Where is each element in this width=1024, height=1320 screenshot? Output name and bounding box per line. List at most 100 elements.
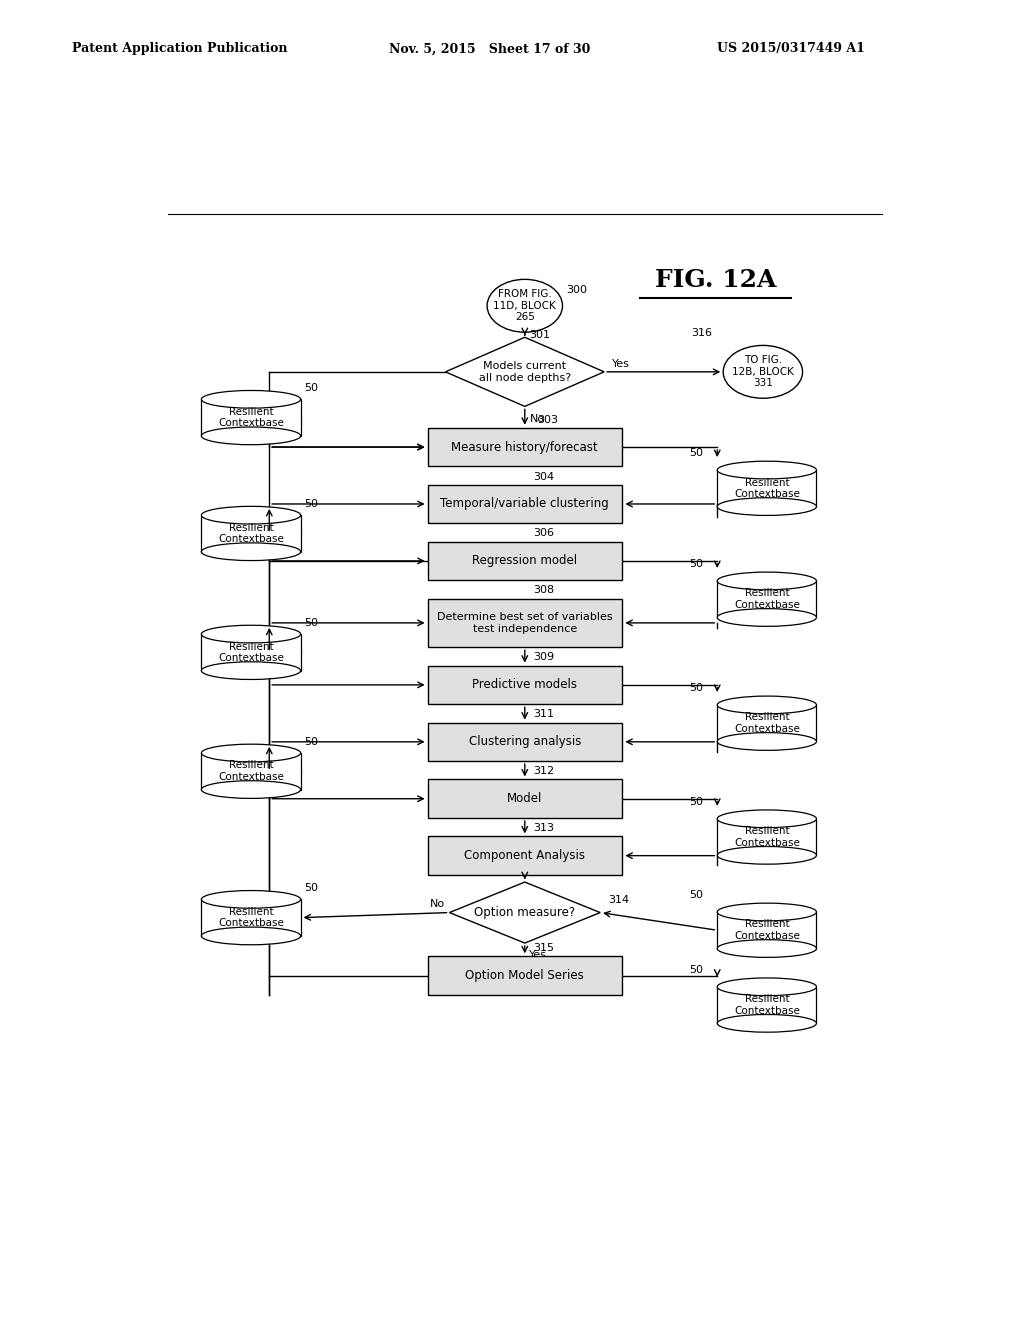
Text: Regression model: Regression model: [472, 554, 578, 568]
FancyBboxPatch shape: [428, 665, 622, 704]
FancyBboxPatch shape: [717, 581, 816, 618]
FancyBboxPatch shape: [428, 598, 622, 647]
Ellipse shape: [723, 346, 803, 399]
Text: Resilient
Contextbase: Resilient Contextbase: [734, 713, 800, 734]
Text: 50: 50: [304, 383, 318, 393]
Text: FROM FIG.
11D, BLOCK
265: FROM FIG. 11D, BLOCK 265: [494, 289, 556, 322]
Text: 314: 314: [608, 895, 630, 906]
Text: 308: 308: [532, 585, 554, 595]
Text: Resilient
Contextbase: Resilient Contextbase: [218, 407, 284, 429]
Ellipse shape: [717, 846, 816, 865]
Text: Resilient
Contextbase: Resilient Contextbase: [734, 920, 800, 941]
FancyBboxPatch shape: [428, 428, 622, 466]
Text: Resilient
Contextbase: Resilient Contextbase: [218, 523, 284, 544]
Text: Resilient
Contextbase: Resilient Contextbase: [218, 760, 284, 781]
Ellipse shape: [202, 891, 301, 908]
Text: FIG. 12A: FIG. 12A: [654, 268, 776, 292]
Text: No: No: [430, 899, 445, 909]
FancyBboxPatch shape: [202, 752, 301, 789]
FancyBboxPatch shape: [717, 470, 816, 507]
Ellipse shape: [717, 498, 816, 515]
Text: TO FIG.
12B, BLOCK
331: TO FIG. 12B, BLOCK 331: [732, 355, 794, 388]
Ellipse shape: [717, 810, 816, 828]
Text: 309: 309: [532, 652, 554, 663]
FancyBboxPatch shape: [428, 484, 622, 523]
Text: Option measure?: Option measure?: [474, 906, 575, 919]
FancyBboxPatch shape: [717, 912, 816, 949]
Text: 301: 301: [528, 330, 550, 339]
Text: 50: 50: [304, 618, 318, 628]
Text: 50: 50: [689, 558, 703, 569]
FancyBboxPatch shape: [428, 956, 622, 995]
FancyBboxPatch shape: [717, 818, 816, 855]
Polygon shape: [450, 882, 600, 942]
Ellipse shape: [202, 661, 301, 680]
Text: Measure history/forecast: Measure history/forecast: [452, 441, 598, 454]
Text: Yes: Yes: [528, 950, 547, 960]
FancyBboxPatch shape: [428, 722, 622, 762]
Ellipse shape: [717, 1015, 816, 1032]
FancyBboxPatch shape: [717, 987, 816, 1023]
Text: Resilient
Contextbase: Resilient Contextbase: [734, 589, 800, 610]
FancyBboxPatch shape: [428, 779, 622, 818]
FancyBboxPatch shape: [717, 705, 816, 742]
Text: 304: 304: [532, 471, 554, 482]
FancyBboxPatch shape: [428, 541, 622, 581]
Text: Resilient
Contextbase: Resilient Contextbase: [218, 907, 284, 928]
Text: Clustering analysis: Clustering analysis: [469, 735, 581, 748]
Ellipse shape: [202, 626, 301, 643]
Text: 306: 306: [532, 528, 554, 539]
Text: 312: 312: [532, 767, 554, 776]
Text: Determine best set of variables
test independence: Determine best set of variables test ind…: [437, 612, 612, 634]
Text: Option Model Series: Option Model Series: [466, 969, 584, 982]
Text: 50: 50: [304, 737, 318, 747]
FancyBboxPatch shape: [202, 899, 301, 936]
Text: Predictive models: Predictive models: [472, 678, 578, 692]
Ellipse shape: [202, 507, 301, 524]
Ellipse shape: [717, 461, 816, 479]
Text: Model: Model: [507, 792, 543, 805]
Ellipse shape: [202, 543, 301, 561]
Text: US 2015/0317449 A1: US 2015/0317449 A1: [717, 42, 864, 55]
Text: Nov. 5, 2015   Sheet 17 of 30: Nov. 5, 2015 Sheet 17 of 30: [389, 42, 591, 55]
Text: 313: 313: [532, 824, 554, 833]
Text: 300: 300: [566, 285, 588, 294]
Ellipse shape: [717, 696, 816, 714]
Text: Yes: Yes: [612, 359, 630, 368]
Text: 50: 50: [689, 965, 703, 974]
FancyBboxPatch shape: [428, 837, 622, 875]
Text: Models current
all node depths?: Models current all node depths?: [479, 362, 570, 383]
Text: Resilient
Contextbase: Resilient Contextbase: [734, 994, 800, 1016]
Text: Resilient
Contextbase: Resilient Contextbase: [734, 826, 800, 847]
FancyBboxPatch shape: [202, 400, 301, 436]
Text: 315: 315: [532, 944, 554, 953]
Ellipse shape: [717, 940, 816, 957]
Ellipse shape: [202, 780, 301, 799]
Text: Component Analysis: Component Analysis: [464, 849, 586, 862]
Ellipse shape: [202, 744, 301, 762]
Ellipse shape: [717, 733, 816, 750]
Text: 50: 50: [689, 447, 703, 458]
Ellipse shape: [202, 927, 301, 945]
Text: 303: 303: [537, 414, 558, 425]
FancyBboxPatch shape: [202, 515, 301, 552]
Text: 50: 50: [689, 797, 703, 807]
Text: 50: 50: [304, 883, 318, 894]
FancyBboxPatch shape: [202, 634, 301, 671]
Text: 50: 50: [304, 499, 318, 510]
Text: No: No: [529, 413, 545, 424]
Text: Resilient
Contextbase: Resilient Contextbase: [218, 642, 284, 663]
Text: 50: 50: [689, 890, 703, 900]
Ellipse shape: [717, 978, 816, 995]
Ellipse shape: [717, 903, 816, 921]
Text: 50: 50: [689, 682, 703, 693]
Text: Patent Application Publication: Patent Application Publication: [72, 42, 287, 55]
Text: 311: 311: [532, 709, 554, 719]
Ellipse shape: [717, 609, 816, 626]
Text: Resilient
Contextbase: Resilient Contextbase: [734, 478, 800, 499]
Text: Temporal/variable clustering: Temporal/variable clustering: [440, 498, 609, 511]
Ellipse shape: [717, 572, 816, 590]
Ellipse shape: [202, 391, 301, 408]
Polygon shape: [445, 338, 604, 407]
Ellipse shape: [202, 426, 301, 445]
